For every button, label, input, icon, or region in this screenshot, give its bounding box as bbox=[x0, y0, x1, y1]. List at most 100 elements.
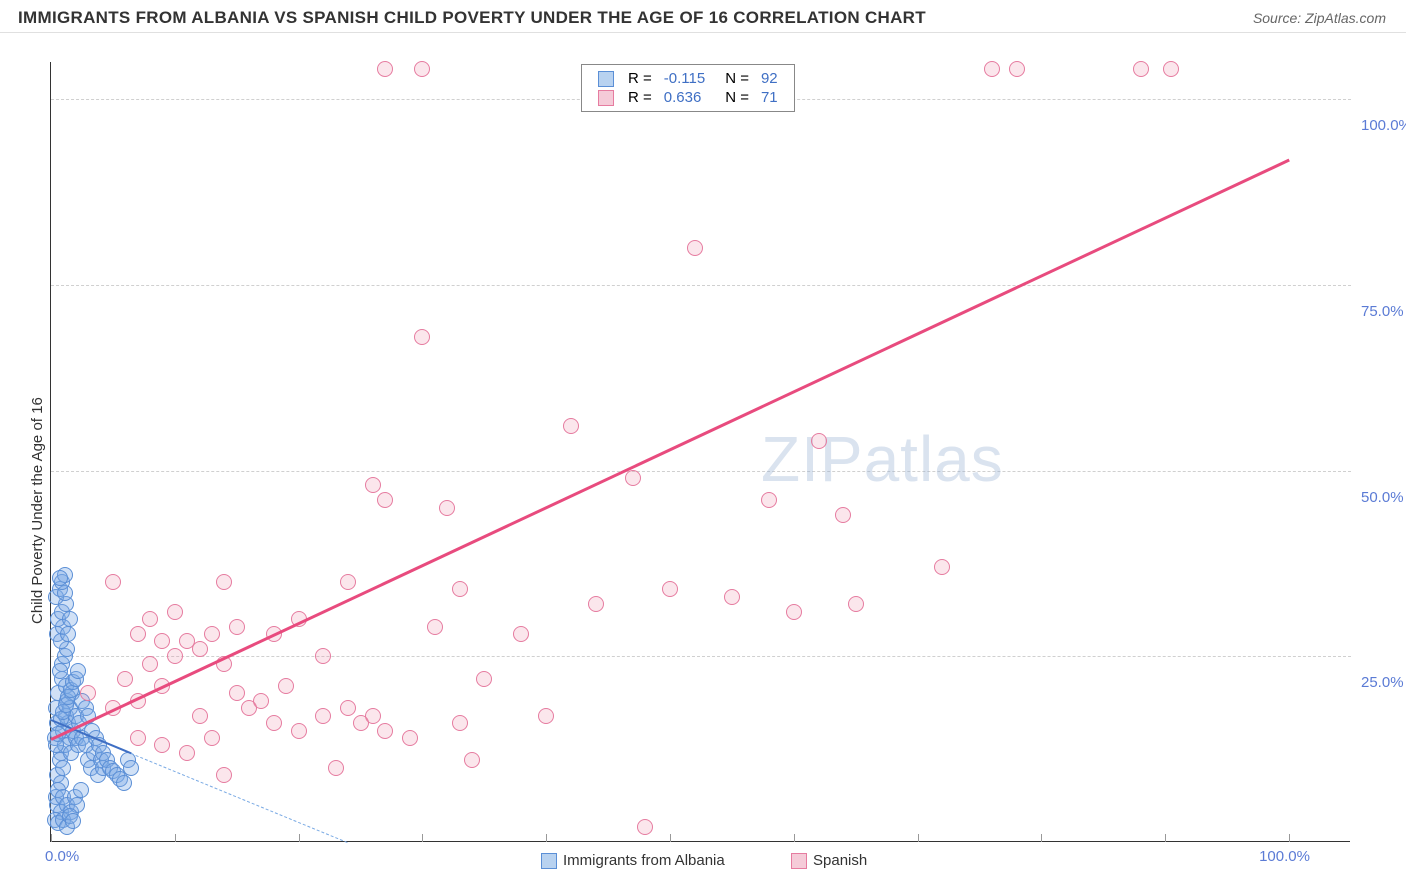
data-point-pink bbox=[117, 671, 133, 687]
legend-swatch bbox=[541, 853, 557, 869]
data-point-pink bbox=[154, 633, 170, 649]
data-point-pink bbox=[761, 492, 777, 508]
gridline-horizontal bbox=[51, 471, 1351, 472]
data-point-pink bbox=[687, 240, 703, 256]
gridline-vertical bbox=[918, 834, 919, 842]
chart-title: IMMIGRANTS FROM ALBANIA VS SPANISH CHILD… bbox=[18, 8, 926, 28]
data-point-pink bbox=[414, 61, 430, 77]
data-point-pink bbox=[637, 819, 653, 835]
series-legend-item: Spanish bbox=[791, 852, 867, 869]
gridline-vertical bbox=[546, 834, 547, 842]
data-point-pink bbox=[192, 641, 208, 657]
legend-r-label: R = bbox=[622, 88, 658, 107]
data-point-pink bbox=[414, 329, 430, 345]
correlation-legend: R =-0.115N =92 R =0.636N =71 bbox=[581, 64, 795, 112]
legend-n-value: 92 bbox=[755, 69, 784, 88]
y-tick-label: 25.0% bbox=[1361, 674, 1404, 691]
data-point-pink bbox=[934, 559, 950, 575]
data-point-pink bbox=[365, 477, 381, 493]
data-point-pink bbox=[476, 671, 492, 687]
data-point-pink bbox=[786, 604, 802, 620]
gridline-horizontal bbox=[51, 285, 1351, 286]
data-point-blue bbox=[65, 813, 81, 829]
data-point-pink bbox=[315, 708, 331, 724]
data-point-pink bbox=[377, 723, 393, 739]
legend-r-value: -0.115 bbox=[658, 69, 711, 88]
data-point-pink bbox=[563, 418, 579, 434]
legend-swatch bbox=[791, 853, 807, 869]
data-point-pink bbox=[588, 596, 604, 612]
y-tick-label: 75.0% bbox=[1361, 303, 1404, 320]
data-point-pink bbox=[192, 708, 208, 724]
data-point-pink bbox=[835, 507, 851, 523]
data-point-pink bbox=[154, 737, 170, 753]
data-point-pink bbox=[167, 604, 183, 620]
data-point-blue bbox=[73, 782, 89, 798]
trend-line-extrapolated bbox=[131, 753, 348, 843]
gridline-vertical bbox=[670, 834, 671, 842]
data-point-pink bbox=[229, 619, 245, 635]
data-point-pink bbox=[452, 581, 468, 597]
plot-area: 25.0%50.0%75.0%100.0%0.0%100.0%Child Pov… bbox=[50, 62, 1350, 842]
data-point-pink bbox=[984, 61, 1000, 77]
x-tick-label: 0.0% bbox=[45, 848, 79, 865]
correlation-chart: 25.0%50.0%75.0%100.0%0.0%100.0%Child Pov… bbox=[50, 62, 1390, 842]
y-axis-label: Child Poverty Under the Age of 16 bbox=[29, 397, 46, 624]
data-point-pink bbox=[538, 708, 554, 724]
data-point-pink bbox=[340, 700, 356, 716]
data-point-blue bbox=[52, 663, 68, 679]
data-point-pink bbox=[167, 648, 183, 664]
data-point-pink bbox=[216, 574, 232, 590]
legend-n-value: 71 bbox=[755, 88, 784, 107]
watermark: ZIPatlas bbox=[761, 422, 1004, 496]
x-tick-label: 100.0% bbox=[1259, 848, 1310, 865]
data-point-pink bbox=[662, 581, 678, 597]
gridline-vertical bbox=[1041, 834, 1042, 842]
gridline-vertical bbox=[1165, 834, 1166, 842]
gridline-vertical bbox=[51, 834, 52, 842]
data-point-pink bbox=[402, 730, 418, 746]
legend-n-label: N = bbox=[711, 69, 755, 88]
data-point-pink bbox=[724, 589, 740, 605]
data-point-pink bbox=[1009, 61, 1025, 77]
legend-swatch bbox=[598, 90, 614, 106]
data-point-pink bbox=[291, 723, 307, 739]
data-point-pink bbox=[179, 745, 195, 761]
gridline-vertical bbox=[1289, 834, 1290, 842]
data-point-blue bbox=[116, 775, 132, 791]
data-point-pink bbox=[464, 752, 480, 768]
data-point-pink bbox=[439, 500, 455, 516]
series-legend-item: Immigrants from Albania bbox=[541, 852, 725, 869]
data-point-blue bbox=[55, 760, 71, 776]
data-point-pink bbox=[340, 574, 356, 590]
data-point-pink bbox=[266, 715, 282, 731]
gridline-horizontal bbox=[51, 656, 1351, 657]
legend-r-label: R = bbox=[622, 69, 658, 88]
data-point-pink bbox=[625, 470, 641, 486]
legend-r-value: 0.636 bbox=[658, 88, 711, 107]
data-point-pink bbox=[513, 626, 529, 642]
data-point-pink bbox=[130, 730, 146, 746]
legend-swatch bbox=[598, 71, 614, 87]
data-point-pink bbox=[377, 492, 393, 508]
data-point-pink bbox=[142, 611, 158, 627]
data-point-blue bbox=[62, 611, 78, 627]
trend-line bbox=[50, 159, 1289, 741]
data-point-pink bbox=[253, 693, 269, 709]
data-point-pink bbox=[353, 715, 369, 731]
data-point-pink bbox=[80, 685, 96, 701]
legend-n-label: N = bbox=[711, 88, 755, 107]
gridline-vertical bbox=[299, 834, 300, 842]
data-point-blue bbox=[70, 663, 86, 679]
data-point-pink bbox=[142, 656, 158, 672]
gridline-vertical bbox=[422, 834, 423, 842]
data-point-pink bbox=[1133, 61, 1149, 77]
data-point-blue bbox=[52, 570, 68, 586]
data-point-pink bbox=[216, 767, 232, 783]
data-point-pink bbox=[204, 626, 220, 642]
data-point-pink bbox=[204, 730, 220, 746]
gridline-vertical bbox=[794, 834, 795, 842]
data-point-pink bbox=[811, 433, 827, 449]
source-label: Source: ZipAtlas.com bbox=[1253, 10, 1386, 26]
data-point-pink bbox=[278, 678, 294, 694]
